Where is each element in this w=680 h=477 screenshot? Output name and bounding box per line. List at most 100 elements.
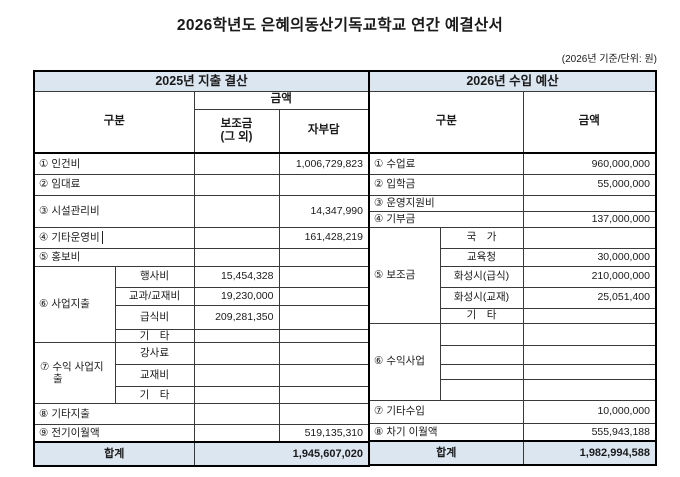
- income-amount-cell: [522, 322, 657, 346]
- subcategory-label: 국 가: [439, 226, 524, 249]
- income-amount-cell: 210,000,000: [522, 265, 657, 288]
- subcategory-label: [439, 363, 524, 380]
- table-row: ② 임대료: [33, 173, 370, 196]
- expenditure-settlement-table: 2025년 지출 결산 구분 금액 보조금 (그 외) 자부담 ① 인건비 1,0…: [33, 70, 370, 468]
- table-row: 기 타: [369, 307, 657, 324]
- subcategory-label: 급식비: [114, 304, 195, 330]
- table-row: ① 수업료 960,000,000: [368, 152, 657, 175]
- col-header-subsidy: 보조금 (그 외): [193, 108, 280, 154]
- income-budget-table: 2026년 수입 예산 구분 금액 ① 수업료 960,000,000 ② 입학…: [368, 70, 657, 466]
- income-amount-cell: [522, 344, 657, 365]
- table-row: ① 인건비 1,006,729,823: [33, 152, 370, 175]
- table-row: [369, 344, 657, 365]
- subcategory-label: 교육청: [439, 247, 524, 267]
- table-row: ⑥ 사업지출 행사비 15,454,328: [33, 265, 370, 343]
- row-label: ③ 시설관리비: [33, 194, 195, 228]
- income-amount-cell: [522, 307, 657, 324]
- table-row: ⑤ 홍보비: [33, 247, 370, 267]
- total-label: 합계: [368, 440, 524, 466]
- self-amount-cell: [278, 402, 370, 425]
- self-amount-cell: 14,347,990: [278, 194, 370, 228]
- subsidy-amount-cell: 209,281,350: [193, 304, 280, 330]
- subsidy-amount-cell: 15,454,328: [193, 265, 280, 288]
- subcategory-label: 교과/교재비: [114, 286, 195, 306]
- unit-note: (2026년 기준/단위: 원): [561, 54, 657, 65]
- table-row: ③ 운영지원비: [368, 194, 657, 212]
- row-label: ② 임대료: [33, 173, 195, 196]
- col-header-category: 구분: [33, 90, 195, 154]
- table-row: 기 타: [34, 385, 370, 404]
- row-label: ⑤ 홍보비: [33, 247, 195, 267]
- row-label: ⑨ 전기이월액: [33, 423, 195, 443]
- income-amount-cell: 555,943,188: [522, 422, 657, 442]
- row-label: ① 수업료: [368, 152, 524, 175]
- total-row: 합계 1,982,994,588: [368, 440, 657, 466]
- subsidy-amount-cell: [193, 402, 280, 425]
- subsidy-amount-cell: [193, 247, 280, 267]
- subsidy-amount-cell: [193, 173, 280, 196]
- self-amount-cell: [278, 385, 370, 404]
- subsidy-amount-cell: [193, 152, 280, 175]
- subsidy-amount-cell: [193, 363, 280, 387]
- subsidy-amount-cell: 19,230,000: [193, 286, 280, 306]
- subcategory-label: 기 타: [114, 328, 195, 343]
- table-row: ⑧ 차기 이월액 555,943,188: [368, 422, 657, 442]
- col-header-amount: 금액: [193, 90, 370, 110]
- income-amount-cell: 25,051,400: [522, 286, 657, 309]
- self-amount-cell: 1,006,729,823: [278, 152, 370, 175]
- subsidy-amount-cell: [193, 226, 280, 249]
- self-amount-cell: [278, 304, 370, 330]
- table-row: ④ 기부금 137,000,000: [368, 210, 657, 228]
- expenditure-table-title: 2025년 지출 결산: [33, 70, 370, 92]
- total-label: 합계: [33, 441, 195, 467]
- self-amount-cell: [278, 286, 370, 306]
- row-label: ③ 운영지원비: [368, 194, 524, 212]
- income-amount-cell: 30,000,000: [522, 247, 657, 267]
- income-amount-cell: [522, 363, 657, 380]
- col-header-category: 구분: [368, 90, 524, 154]
- group-label-profit-business: ⑥ 수익사업: [368, 322, 441, 401]
- subcategory-label: [439, 344, 524, 365]
- table-row: ⑥ 수익사업: [368, 322, 657, 401]
- total-value: 1,945,607,020: [193, 441, 370, 467]
- table-row: ③ 시설관리비 14,347,990: [33, 194, 370, 228]
- row-label: ④ 기타운영비: [33, 226, 195, 249]
- table-row: ⑦ 기타수입 10,000,000: [368, 399, 657, 424]
- row-label: ⑧ 기타지출: [33, 402, 195, 425]
- self-amount-cell: [278, 341, 370, 365]
- income-amount-cell: 960,000,000: [522, 152, 657, 175]
- row-label: ⑦ 기타수입: [368, 399, 524, 424]
- self-amount-cell: [278, 265, 370, 288]
- subcategory-label: [439, 322, 524, 346]
- row-label: ② 입학금: [368, 173, 524, 196]
- document-title: 2026학년도 은혜의동산기독교학교 연간 예결산서: [176, 17, 504, 34]
- subsidy-amount-cell: [193, 328, 280, 343]
- table-row: ② 입학금 55,000,000: [368, 173, 657, 196]
- subsidy-amount-cell: [193, 423, 280, 443]
- col-header-amount: 금액: [522, 90, 657, 154]
- table-row: ⑧ 기타지출: [33, 402, 370, 425]
- subcategory-label: 강사료: [114, 341, 195, 365]
- subcategory-label: 기 타: [439, 307, 524, 324]
- income-amount-cell: [522, 378, 657, 401]
- self-amount-cell: 519,135,310: [278, 423, 370, 443]
- row-label: ⑧ 차기 이월액: [368, 422, 524, 442]
- income-amount-cell: 10,000,000: [522, 399, 657, 424]
- total-row: 합계 1,945,607,020: [33, 441, 370, 467]
- group-label-business-expense: ⑥ 사업지출: [33, 265, 116, 343]
- self-amount-cell: [278, 363, 370, 387]
- income-amount-cell: 55,000,000: [522, 173, 657, 196]
- subsidy-amount-cell: [193, 385, 280, 404]
- self-amount-cell: [278, 247, 370, 267]
- table-row: ⑨ 전기이월액 519,135,310: [33, 423, 370, 443]
- row-label: ① 인건비: [33, 152, 195, 175]
- group-label-profit-business-expense: ⑦ 수익 사업지출: [33, 341, 116, 404]
- total-value: 1,982,994,588: [522, 440, 657, 466]
- subcategory-label: [439, 378, 524, 401]
- subcategory-label: 화성시(급식): [439, 265, 524, 288]
- self-amount-cell: 161,428,219: [278, 226, 370, 249]
- subcategory-label: 행사비: [114, 265, 195, 288]
- row-label: ④ 기부금: [368, 210, 524, 228]
- subcategory-label: 기 타: [114, 385, 195, 404]
